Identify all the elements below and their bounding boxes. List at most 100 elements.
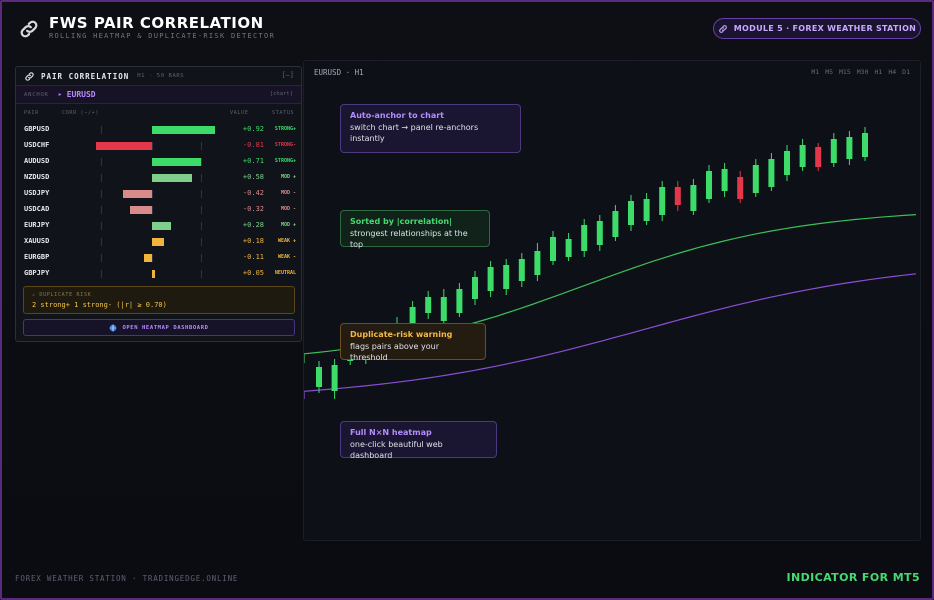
correlation-status: WEAK - [277,254,296,260]
callout-text: one-click beautiful web dashboard [350,440,443,460]
candle-body [487,267,494,291]
correlation-bar-track [80,126,221,134]
correlation-value: -0.32 [242,205,264,213]
correlation-bar-track [80,142,221,150]
candle-body [799,145,806,167]
tab-timeframe-m30[interactable]: M30 [856,68,869,76]
pair-symbol: USDJPY [24,189,50,197]
table-row[interactable]: GBPUSD +0.92 STRONG+ [16,122,301,138]
callout-duplicate-risk: Duplicate-risk warning flags pairs above… [340,323,486,362]
gridline [201,222,202,230]
open-heatmap-button[interactable]: OPEN HEATMAP DASHBOARD [23,319,295,336]
timeframe-selector: M1 M5 M15 M30 H1 H4 D1 [811,68,910,76]
correlation-bar [152,270,156,278]
zero-line [152,206,153,214]
correlation-bar-track [80,206,221,214]
anchor-symbol: EURUSD [66,90,96,99]
pair-symbol: EURJPY [24,221,50,229]
correlation-bar [152,174,193,182]
correlation-bar [152,158,201,166]
correlation-status: MOD - [280,190,296,196]
callout-text: strongest relationships at the top [350,229,468,249]
correlation-value: -0.42 [242,189,264,197]
anchor-arrow-icon: ▸ [58,91,62,98]
warning-title: ⚠ DUPLICATE RISK [32,292,92,298]
tab-timeframe-h4[interactable]: H4 [888,68,897,76]
correlation-status: STRONG+ [274,126,296,132]
callout-auto-anchor: Auto-anchor to chart switch chart → pane… [340,104,521,153]
gridline [101,126,102,134]
correlation-bar [152,126,216,134]
table-row[interactable]: XAUUSD +0.18 WEAK + [16,234,301,250]
gridline [201,158,202,166]
gridline [201,174,202,182]
price-chart[interactable]: EURUSD · H1 M1 M5 M15 M30 H1 H4 D1 Auto-anchor… [303,60,921,541]
correlation-bar [129,206,152,214]
tab-timeframe-m5[interactable]: M5 [825,68,834,76]
correlation-status: NEUTRAL [274,270,296,276]
table-row[interactable]: AUDUSD +0.71 STRONG+ [16,154,301,170]
correlation-status: MOD + [280,174,296,180]
table-row[interactable]: NZDUSD +0.58 MOD + [16,170,301,186]
candle-body [456,289,463,313]
collapse-button[interactable]: [–] [281,71,294,79]
gridline [101,158,102,166]
candle-body [581,225,588,251]
anchor-row: ANCHOR ▸ EURUSD [chart] [16,86,301,104]
callout-title: Full N×N heatmap [350,428,432,437]
gridline [201,190,202,198]
module-badge[interactable]: MODULE 5 · FOREX WEATHER STATION [713,18,921,39]
candle-body [737,177,744,199]
tab-timeframe-m15[interactable]: M15 [839,68,851,76]
correlation-status: STRONG+ [274,158,296,164]
candle-body [815,147,822,167]
correlation-status: WEAK + [277,238,296,244]
table-row[interactable]: USDCAD -0.32 MOD - [16,202,301,218]
callout-sorted: Sorted by |correlation| strongest relati… [340,210,490,249]
correlation-bar-track [80,190,221,198]
correlation-value: +0.05 [242,269,264,277]
candle-body [331,365,338,391]
anchor-source: [chart] [269,91,293,97]
callout-title: Auto-anchor to chart [350,111,444,120]
tab-timeframe-m1[interactable]: M1 [811,68,820,76]
tab-timeframe-h1[interactable]: H1 [874,68,883,76]
chart-symbol: EURUSD · H1 [314,68,364,77]
panel-title: PAIR CORRELATION [41,71,130,81]
module-badge-label: MODULE 5 · FOREX WEATHER STATION [733,24,917,33]
footer-brand: FOREX WEATHER STATION · TRADINGEDGE.ONLI… [15,574,239,583]
table-row[interactable]: GBPJPY +0.05 NEUTRAL [16,266,301,282]
zero-line [152,142,153,150]
pair-symbol: NZDUSD [24,173,50,181]
correlation-value: +0.92 [242,125,264,133]
correlation-bar-track [80,222,221,230]
gridline [201,254,202,262]
open-heatmap-label: OPEN HEATMAP DASHBOARD [122,324,209,331]
panel-header[interactable]: PAIR CORRELATION H1 · 50 BARS [–] [16,67,301,86]
warning-text: 2 strong+ 1 strong- (|r| ≥ 0.70) [32,301,167,309]
gridline [101,254,102,262]
table-row[interactable]: USDJPY -0.42 MOD - [16,186,301,202]
candle-body [596,221,603,245]
correlation-status: MOD - [280,206,296,212]
correlation-value: -0.11 [242,253,264,261]
table-row[interactable]: EURJPY +0.28 MOD + [16,218,301,234]
zero-line [152,254,153,262]
ma-slow-line [304,273,917,399]
table-row[interactable]: EURGBP -0.11 WEAK - [16,250,301,266]
candle-body [784,151,790,175]
gridline [201,206,202,214]
tab-timeframe-d1[interactable]: D1 [902,68,910,76]
correlation-status: STRONG- [274,142,296,148]
gridline [101,222,102,230]
pair-symbol: USDCHF [24,141,50,149]
correlation-value: +0.28 [242,221,264,229]
column-header-value: VALUE [230,110,249,116]
table-row[interactable]: USDCHF -0.81 STRONG- [16,138,301,154]
footer-platform: INDICATOR FOR MT5 [786,571,920,584]
correlation-value: +0.58 [242,173,264,181]
app-subtitle: ROLLING HEATMAP & DUPLICATE-RISK DETECTO… [49,32,276,40]
candle-body [643,199,650,221]
correlation-status: MOD + [280,222,296,228]
correlation-bar [96,142,152,150]
